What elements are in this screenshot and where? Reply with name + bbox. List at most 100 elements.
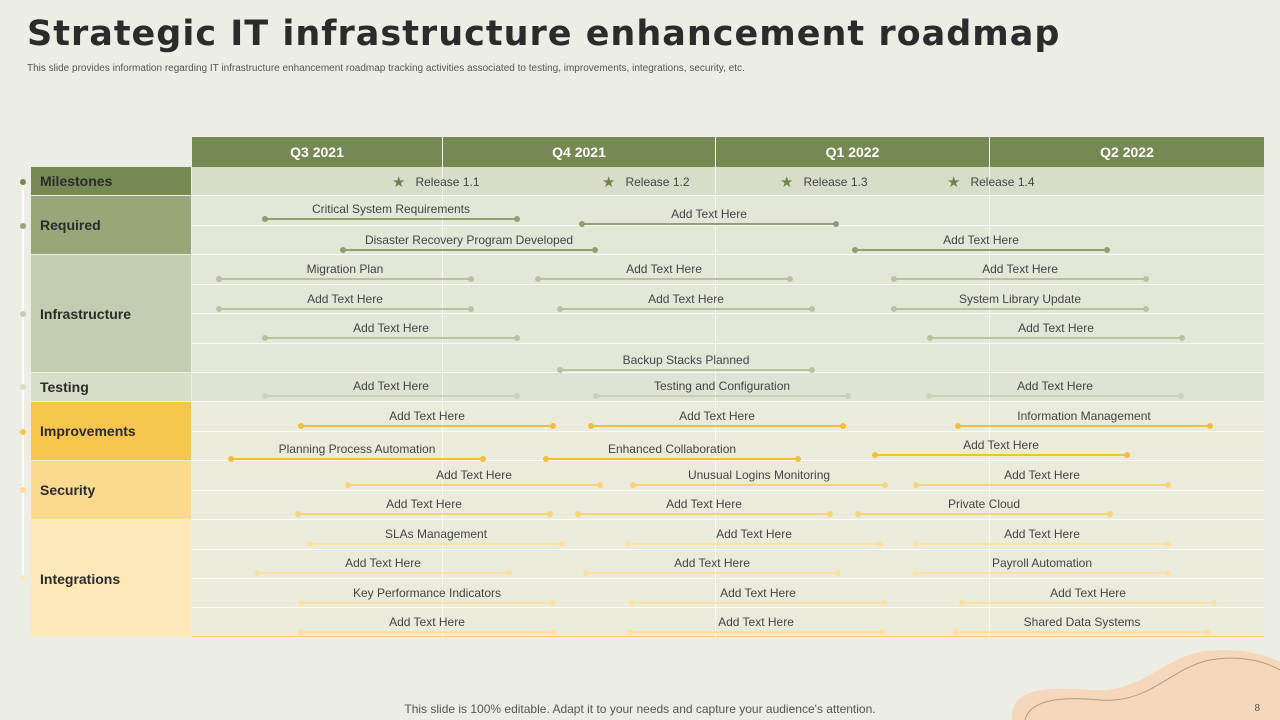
task-start-dot xyxy=(913,570,919,576)
task-end-dot xyxy=(1207,423,1213,429)
task-line xyxy=(298,513,550,515)
task-start-dot xyxy=(953,629,959,635)
task-start-dot xyxy=(575,511,581,517)
timeline-dot xyxy=(20,575,26,581)
row-separator xyxy=(192,460,1264,461)
task-bar: Add Text Here xyxy=(913,468,1171,488)
timeline-dot xyxy=(20,429,26,435)
task-line xyxy=(628,543,880,545)
task-end-dot xyxy=(1107,511,1113,517)
task-bar: Critical System Requirements xyxy=(262,202,520,222)
task-label: Add Text Here xyxy=(666,497,742,511)
task-bar: Add Text Here xyxy=(959,586,1217,606)
task-label: Testing and Configuration xyxy=(653,379,791,393)
task-bar: Add Text Here xyxy=(262,379,520,399)
task-label: Add Text Here xyxy=(716,527,792,541)
row-separator xyxy=(192,313,1264,314)
task-start-dot xyxy=(543,456,549,462)
task-start-dot xyxy=(872,452,878,458)
task-start-dot xyxy=(593,393,599,399)
quarter-header-q1-2022: Q1 2022 xyxy=(716,137,989,167)
task-end-dot xyxy=(597,482,603,488)
task-end-dot xyxy=(1165,482,1171,488)
task-bar: Testing and Configuration xyxy=(593,379,851,399)
task-bar: Disaster Recovery Program Developed xyxy=(340,233,598,253)
table-bottom-border xyxy=(192,636,1264,637)
task-label: Add Text Here xyxy=(436,468,512,482)
quarter-header-q4-2021: Q4 2021 xyxy=(443,137,715,167)
task-end-dot xyxy=(882,482,888,488)
timeline-dot xyxy=(20,179,26,185)
task-bar: Add Text Here xyxy=(629,586,887,606)
task-line xyxy=(265,337,517,339)
task-label: Payroll Automation xyxy=(991,556,1093,570)
task-start-dot xyxy=(625,541,631,547)
task-line xyxy=(560,369,812,371)
row-separator xyxy=(192,519,1264,520)
task-label: SLAs Management xyxy=(384,527,488,541)
task-bar: Information Management xyxy=(955,409,1213,429)
task-end-dot xyxy=(1143,306,1149,312)
task-line xyxy=(301,602,553,604)
quarter-gridline xyxy=(989,137,990,637)
task-start-dot xyxy=(298,629,304,635)
task-end-dot xyxy=(468,306,474,312)
task-bar: Add Text Here xyxy=(298,409,556,429)
task-end-dot xyxy=(506,570,512,576)
page-subtitle: This slide provides information regardin… xyxy=(27,63,745,74)
task-start-dot xyxy=(298,423,304,429)
task-start-dot xyxy=(959,600,965,606)
category-improvements: Improvements xyxy=(31,402,191,460)
task-end-dot xyxy=(827,511,833,517)
task-line xyxy=(962,602,1214,604)
task-line xyxy=(855,249,1107,251)
task-end-dot xyxy=(1165,541,1171,547)
task-end-dot xyxy=(787,276,793,282)
task-start-dot xyxy=(891,306,897,312)
task-end-dot xyxy=(809,367,815,373)
task-bar: SLAs Management xyxy=(307,527,565,547)
row-separator xyxy=(192,284,1264,285)
task-label: Planning Process Automation xyxy=(278,442,436,456)
row-separator xyxy=(192,401,1264,402)
task-label: Add Text Here xyxy=(1050,586,1126,600)
task-label: Add Text Here xyxy=(648,292,724,306)
task-end-dot xyxy=(468,276,474,282)
task-end-dot xyxy=(1179,335,1185,341)
task-start-dot xyxy=(583,570,589,576)
task-label: Add Text Here xyxy=(626,262,702,276)
task-bar: Private Cloud xyxy=(855,497,1113,517)
task-bar: Add Text Here xyxy=(295,497,553,517)
task-line xyxy=(310,543,562,545)
row-separator xyxy=(192,549,1264,550)
timeline-dot xyxy=(20,384,26,390)
task-start-dot xyxy=(298,600,304,606)
task-start-dot xyxy=(254,570,260,576)
task-bar: System Library Update xyxy=(891,292,1149,312)
row-separator xyxy=(192,578,1264,579)
star-icon: ★ xyxy=(392,174,406,191)
row-separator xyxy=(192,254,1264,255)
task-bar: Enhanced Collaboration xyxy=(543,442,801,462)
task-line xyxy=(301,631,553,633)
task-start-dot xyxy=(579,221,585,227)
category-infrastructure: Infrastructure xyxy=(31,255,191,372)
task-end-dot xyxy=(480,456,486,462)
task-bar: Add Text Here xyxy=(852,233,1110,253)
task-line xyxy=(231,458,483,460)
task-end-dot xyxy=(835,570,841,576)
task-line xyxy=(582,223,836,225)
task-end-dot xyxy=(1143,276,1149,282)
task-label: Disaster Recovery Program Developed xyxy=(364,233,574,247)
task-bar: Add Text Here xyxy=(254,556,512,576)
timeline-dot xyxy=(20,311,26,317)
task-line xyxy=(546,458,798,460)
category-testing: Testing xyxy=(31,373,191,401)
row-separator xyxy=(192,431,1264,432)
task-label: Add Text Here xyxy=(671,207,747,221)
task-line xyxy=(894,278,1146,280)
task-bar: Add Text Here xyxy=(625,527,883,547)
task-start-dot xyxy=(891,276,897,282)
row-separator xyxy=(192,372,1264,373)
task-line xyxy=(875,454,1127,456)
